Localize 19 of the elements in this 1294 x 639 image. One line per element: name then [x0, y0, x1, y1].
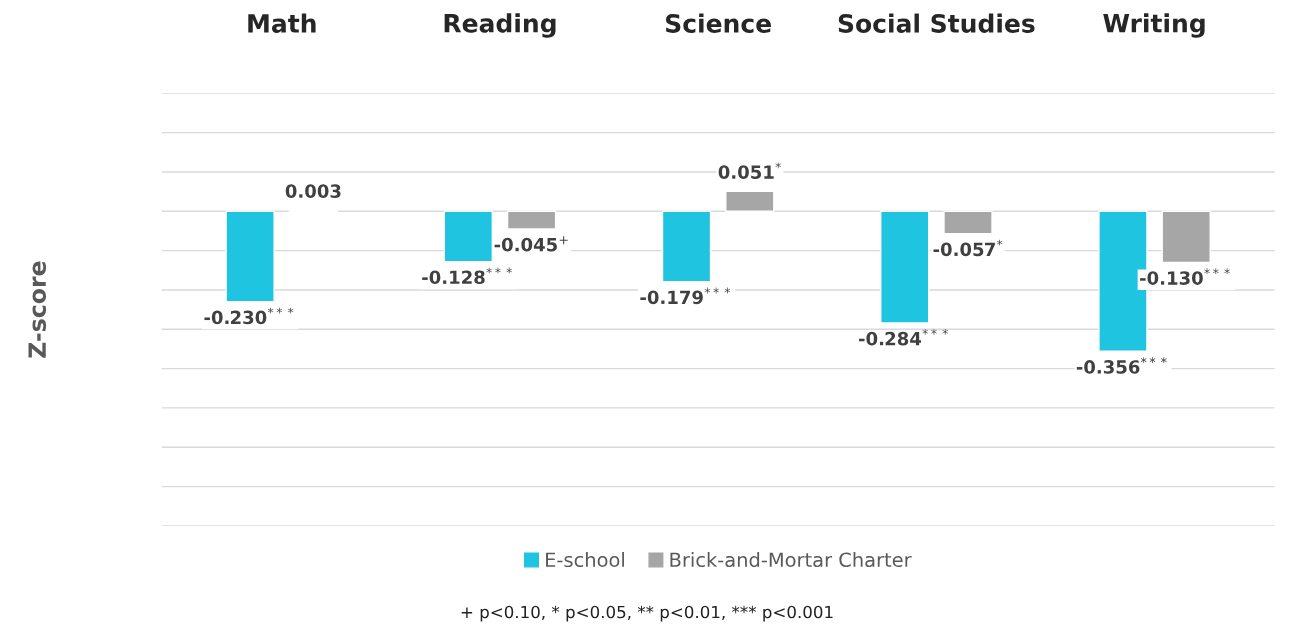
data-label: -0.128$^{***}$	[422, 267, 512, 285]
data-label: -0.179$^{***}$	[640, 287, 731, 305]
data-label: 0.051$^{*}$	[718, 162, 781, 179]
data-label: -0.230$^{***}$	[204, 307, 294, 325]
data-label: -0.045$^{+}$	[494, 236, 568, 252]
data-label: 0.003	[285, 184, 341, 198]
legend-label: E-school	[546, 552, 624, 568]
y-axis-title: Z-score	[28, 261, 47, 358]
data-label: -0.057$^{*}$	[933, 239, 1003, 257]
data-label: -0.130$^{***}$	[1140, 268, 1230, 285]
text: + p<0.10, * p<0.05, ** p<0.01, *** p<0.001	[461, 605, 833, 622]
legend-label: Brick-and-Mortar Charter	[670, 552, 912, 568]
x-tick-label: Reading	[444, 13, 556, 38]
x-tick-label: Math	[248, 13, 316, 33]
data-label: -0.356$^{***}$	[1076, 357, 1167, 374]
data-label: -0.284$^{***}$	[859, 328, 948, 346]
x-tick-label: Science	[666, 13, 771, 33]
x-tick-label: Social Studies	[838, 13, 1035, 33]
x-tick-label: Writing	[1103, 13, 1205, 38]
